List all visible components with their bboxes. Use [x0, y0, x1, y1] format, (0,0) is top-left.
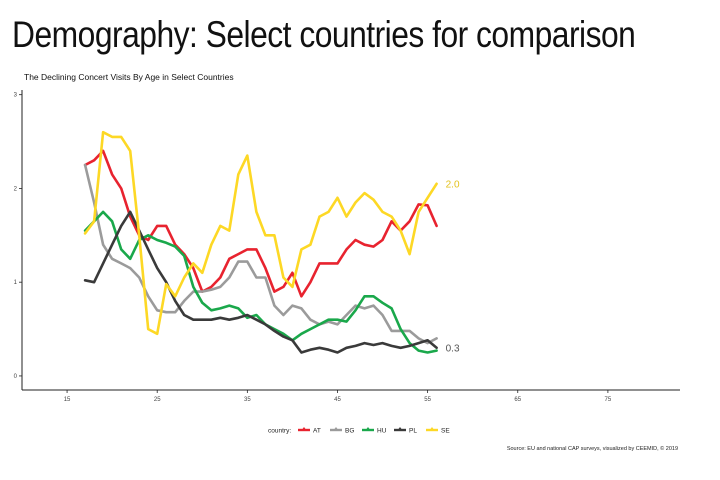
chart-series: [83, 130, 438, 354]
chart-title: The Declining Concert Visits By Age in S…: [24, 72, 234, 82]
x-tick-label: 75: [605, 397, 612, 403]
legend-item-bg: BG: [330, 427, 354, 435]
legend-key-marker: [301, 427, 307, 431]
series-line-pl: [83, 210, 438, 354]
x-tick-label: 25: [154, 397, 161, 403]
end-label-pl: 0.3: [446, 343, 460, 354]
legend-key-marker: [429, 427, 435, 431]
legend-item-pl: PL: [394, 427, 417, 435]
y-tick-label: 2: [14, 186, 18, 192]
legend-title: country:: [268, 428, 291, 435]
end-label-se: 2.0: [446, 179, 460, 190]
x-tick-label: 15: [64, 397, 71, 403]
legend-label: AT: [313, 428, 321, 435]
legend-label: SE: [441, 428, 450, 435]
slide-title: Demography: Select countries for compari…: [12, 14, 636, 55]
y-tick-label: 1: [14, 280, 18, 286]
legend-key-marker: [397, 427, 403, 431]
legend-item-se: SE: [426, 427, 450, 435]
legend-label: PL: [409, 428, 417, 435]
x-tick-label: 45: [334, 397, 341, 403]
legend-item-hu: HU: [362, 427, 387, 435]
y-tick-label: 3: [14, 93, 18, 99]
chart-caption: Source: EU and national CAP surveys, vis…: [507, 445, 678, 452]
chart-legend: country: AT BG HU PL SE: [268, 427, 450, 435]
series-line-se: [83, 130, 438, 336]
legend-key-marker: [365, 427, 371, 431]
x-tick-label: 35: [244, 397, 251, 403]
legend-label: HU: [377, 428, 387, 435]
chart-end-labels: 2.0 0.3: [446, 179, 460, 354]
x-tick-label: 55: [424, 397, 431, 403]
legend-key-marker: [333, 427, 339, 431]
x-tick-label: 65: [514, 397, 521, 403]
chart-axes: 0 1 2 3 15 25 35 45 55 65 75: [14, 90, 680, 403]
y-tick-label: 0: [14, 374, 18, 380]
series-line-bg: [83, 163, 438, 345]
legend-label: BG: [345, 428, 354, 435]
legend-item-at: AT: [298, 427, 321, 435]
